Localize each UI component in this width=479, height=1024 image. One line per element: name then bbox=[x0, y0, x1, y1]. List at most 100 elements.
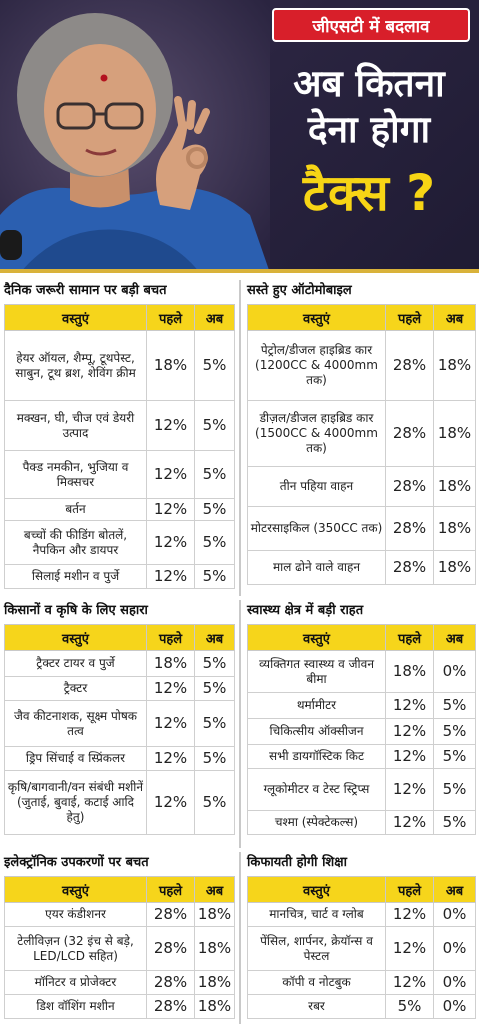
col-item-header: वस्तुएं bbox=[247, 876, 386, 903]
table-row: जैव कीटनाशक, सूक्ष्म पोषक तत्व 12% 5% bbox=[4, 700, 235, 747]
now-rate: 5% bbox=[194, 746, 235, 771]
table-row: सिलाई मशीन व पुर्जे 12% 5% bbox=[4, 564, 235, 589]
now-rate: 5% bbox=[194, 400, 235, 451]
section-health: स्वास्थ्य क्षेत्र में बड़ी राहत वस्तुएं … bbox=[247, 598, 476, 835]
before-rate: 28% bbox=[146, 970, 195, 995]
item-cell: ड्रिप सिंचाई व स्प्रिंकलर bbox=[4, 746, 147, 771]
item-cell: व्यक्तिगत स्वास्थ्य व जीवन बीमा bbox=[247, 650, 386, 693]
item-cell: रबर bbox=[247, 994, 386, 1019]
item-cell: तीन पहिया वाहन bbox=[247, 466, 386, 507]
item-cell: हेयर ऑयल, शैम्पू, टूथपेस्ट, साबुन, टूथ ब… bbox=[4, 330, 147, 401]
table-row: पेट्रोल/डीजल हाइब्रिड कार (1200CC & 4000… bbox=[247, 330, 476, 401]
now-rate: 18% bbox=[194, 902, 235, 927]
before-rate: 12% bbox=[146, 746, 195, 771]
table-row: हेयर ऑयल, शैम्पू, टूथपेस्ट, साबुन, टूथ ब… bbox=[4, 330, 235, 401]
table-row: व्यक्तिगत स्वास्थ्य व जीवन बीमा 18% 0% bbox=[247, 650, 476, 693]
section-title: सस्ते हुए ऑटोमोबाइल bbox=[247, 283, 352, 298]
now-rate: 0% bbox=[433, 926, 476, 971]
col-now-header: अब bbox=[194, 876, 235, 903]
table-row: डिश वॉशिंग मशीन 28% 18% bbox=[4, 994, 235, 1019]
before-rate: 28% bbox=[385, 330, 434, 401]
before-rate: 28% bbox=[146, 926, 195, 971]
col-before-header: पहले bbox=[385, 624, 434, 651]
col-item-header: वस्तुएं bbox=[4, 304, 147, 331]
table-row: पेंसिल, शार्पनर, क्रेयॉन्स व पेस्टल 12% … bbox=[247, 926, 476, 971]
now-rate: 0% bbox=[433, 970, 476, 995]
now-rate: 18% bbox=[433, 550, 476, 585]
item-cell: ट्रैक्टर टायर व पुर्जे bbox=[4, 650, 147, 677]
section-farmers-agriculture: किसानों व कृषि के लिए सहारा वस्तुएं पहले… bbox=[4, 598, 235, 835]
item-cell: पैक्ड नमकीन, भुजिया व मिक्सचर bbox=[4, 450, 147, 499]
table-header-row: वस्तुएं पहले अब bbox=[4, 624, 235, 651]
section-daily-essentials: दैनिक जरूरी सामान पर बड़ी बचत वस्तुएं पह… bbox=[4, 278, 235, 589]
table-row: ट्रैक्टर 12% 5% bbox=[4, 676, 235, 701]
table-row: पैक्ड नमकीन, भुजिया व मिक्सचर 12% 5% bbox=[4, 450, 235, 499]
gst-change-badge: जीएसटी में बदलाव bbox=[272, 8, 470, 42]
col-before-header: पहले bbox=[146, 304, 195, 331]
before-rate: 12% bbox=[146, 400, 195, 451]
col-before-header: पहले bbox=[146, 876, 195, 903]
now-rate: 5% bbox=[433, 718, 476, 745]
item-cell: बर्तन bbox=[4, 498, 147, 521]
table-row: थर्मामीटर 12% 5% bbox=[247, 692, 476, 719]
col-now-header: अब bbox=[433, 304, 476, 331]
table-row: मोटरसाइकिल (350CC तक) 28% 18% bbox=[247, 506, 476, 551]
before-rate: 28% bbox=[146, 994, 195, 1019]
before-rate: 12% bbox=[146, 770, 195, 835]
now-rate: 0% bbox=[433, 994, 476, 1019]
now-rate: 18% bbox=[433, 466, 476, 507]
now-rate: 18% bbox=[194, 970, 235, 995]
before-rate: 12% bbox=[385, 926, 434, 971]
col-before-header: पहले bbox=[385, 304, 434, 331]
before-rate: 5% bbox=[385, 994, 434, 1019]
col-item-header: वस्तुएं bbox=[247, 624, 386, 651]
education-table: वस्तुएं पहले अब मानचित्र, चार्ट व ग्लोब … bbox=[247, 876, 476, 1019]
before-rate: 12% bbox=[146, 520, 195, 565]
table-header-row: वस्तुएं पहले अब bbox=[247, 304, 476, 331]
item-cell: सभी डायगॉस्टिक किट bbox=[247, 744, 386, 769]
before-rate: 28% bbox=[385, 466, 434, 507]
table-row: चश्मा (स्पेक्टेकल्स) 12% 5% bbox=[247, 810, 476, 835]
before-rate: 12% bbox=[146, 564, 195, 589]
now-rate: 5% bbox=[194, 450, 235, 499]
before-rate: 18% bbox=[146, 330, 195, 401]
now-rate: 0% bbox=[433, 902, 476, 927]
item-cell: टेलीविज़न (32 इंच से बड़े, LED/LCD सहित) bbox=[4, 926, 147, 971]
table-header-row: वस्तुएं पहले अब bbox=[247, 876, 476, 903]
col-now-header: अब bbox=[433, 624, 476, 651]
table-row: रबर 5% 0% bbox=[247, 994, 476, 1019]
item-cell: जैव कीटनाशक, सूक्ष्म पोषक तत्व bbox=[4, 700, 147, 747]
section-title: किसानों व कृषि के लिए सहारा bbox=[4, 603, 148, 618]
before-rate: 18% bbox=[385, 650, 434, 693]
finance-minister-photo bbox=[0, 0, 270, 273]
table-row: चिकित्सीय ऑक्सीजन 12% 5% bbox=[247, 718, 476, 745]
now-rate: 18% bbox=[433, 506, 476, 551]
section-title: इलेक्ट्रॉनिक उपकरणों पर बचत bbox=[4, 855, 149, 870]
headline-line-1: अब कितना bbox=[293, 62, 445, 105]
col-now-header: अब bbox=[194, 304, 235, 331]
table-row: कृषि/बागवानी/वन संबंधी मशीनें (जुताई, बु… bbox=[4, 770, 235, 835]
table-row: मक्खन, घी, चीज एवं डेयरी उत्पाद 12% 5% bbox=[4, 400, 235, 451]
table-row: सभी डायगॉस्टिक किट 12% 5% bbox=[247, 744, 476, 769]
table-row: मॉनिटर व प्रोजेक्टर 28% 18% bbox=[4, 970, 235, 995]
table-row: टेलीविज़न (32 इंच से बड़े, LED/LCD सहित)… bbox=[4, 926, 235, 971]
header-banner: जीएसटी में बदलाव अब कितना देना होगा टैक्… bbox=[0, 0, 479, 273]
section-education: किफायती होगी शिक्षा वस्तुएं पहले अब मानच… bbox=[247, 850, 476, 1019]
col-item-header: वस्तुएं bbox=[4, 624, 147, 651]
before-rate: 12% bbox=[385, 810, 434, 835]
item-cell: चिकित्सीय ऑक्सीजन bbox=[247, 718, 386, 745]
col-now-header: अब bbox=[194, 624, 235, 651]
col-before-header: पहले bbox=[385, 876, 434, 903]
before-rate: 12% bbox=[385, 718, 434, 745]
now-rate: 18% bbox=[194, 926, 235, 971]
item-cell: चश्मा (स्पेक्टेकल्स) bbox=[247, 810, 386, 835]
before-rate: 28% bbox=[385, 400, 434, 467]
auto-table: वस्तुएं पहले अब पेट्रोल/डीजल हाइब्रिड का… bbox=[247, 304, 476, 585]
now-rate: 18% bbox=[433, 330, 476, 401]
before-rate: 12% bbox=[385, 744, 434, 769]
now-rate: 5% bbox=[433, 744, 476, 769]
col-item-header: वस्तुएं bbox=[247, 304, 386, 331]
table-row: माल ढोने वाले वाहन 28% 18% bbox=[247, 550, 476, 585]
before-rate: 12% bbox=[385, 692, 434, 719]
column-divider bbox=[239, 852, 241, 1024]
